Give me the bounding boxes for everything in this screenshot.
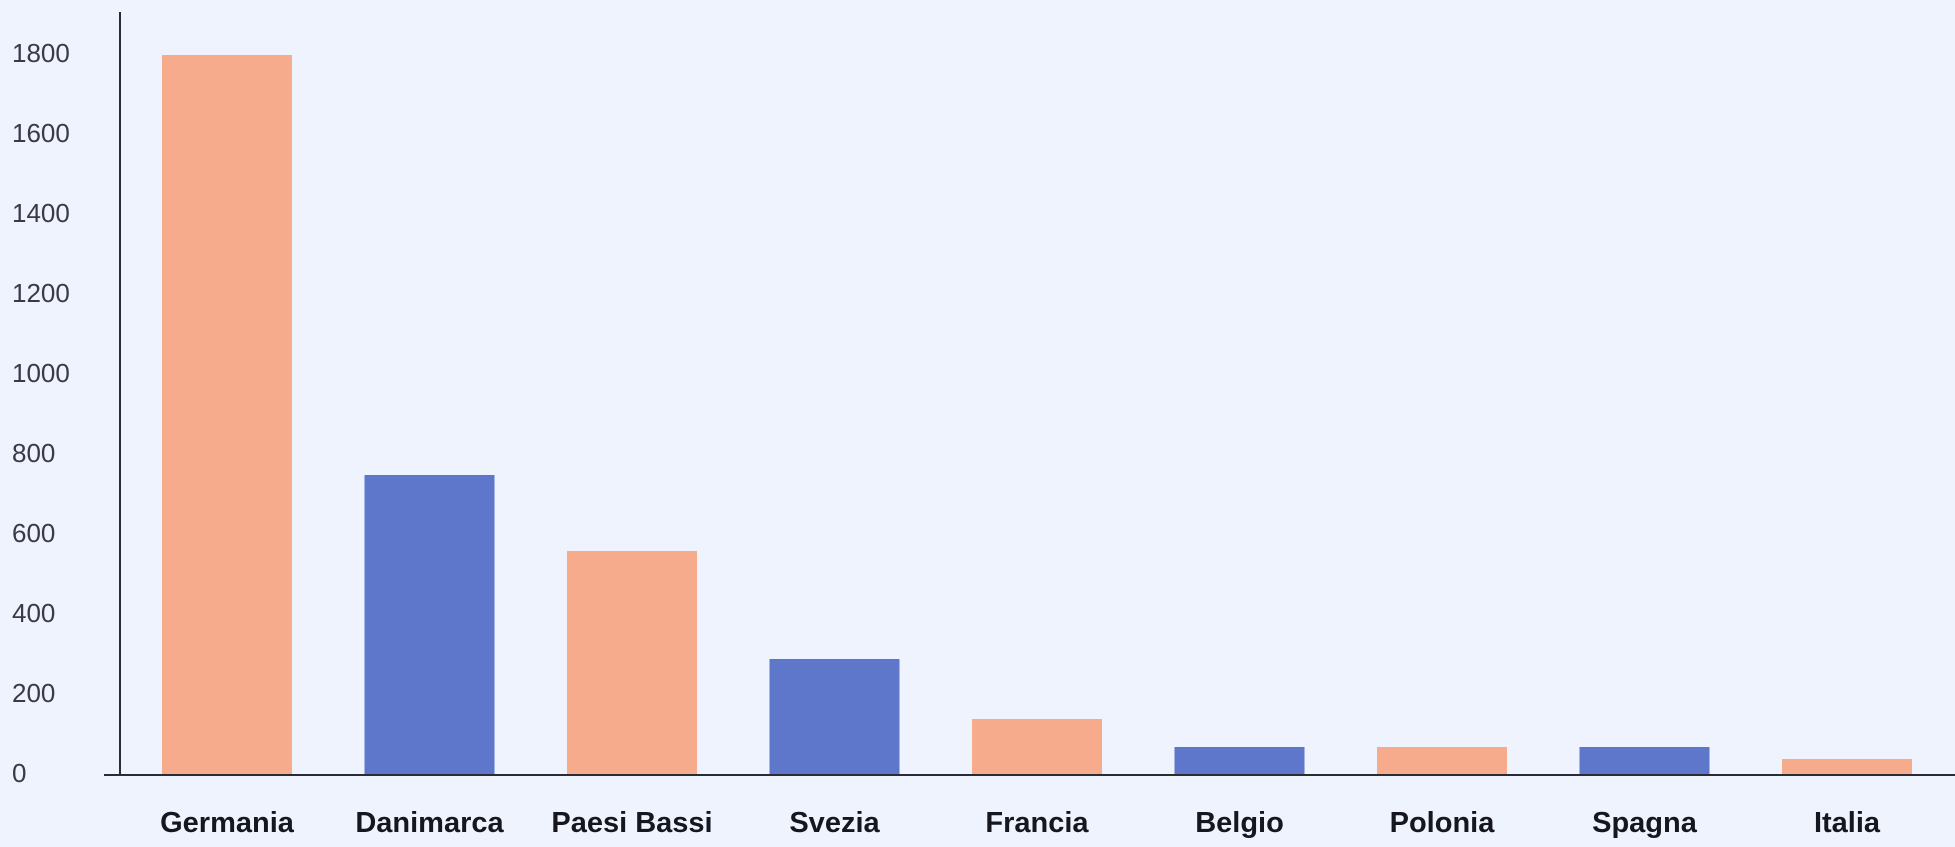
bars-layer <box>162 55 1912 775</box>
bar-belgio <box>1174 747 1305 775</box>
bar-paesi-bassi <box>567 551 697 775</box>
bar-italia <box>1782 759 1912 775</box>
bar-germania <box>162 55 292 775</box>
y-tick-label: 0 <box>12 758 26 788</box>
x-tick-label: Germania <box>160 807 295 839</box>
x-tick-label: Italia <box>1814 807 1881 839</box>
x-tick-label: Spagna <box>1592 807 1698 839</box>
y-tick-label: 1800 <box>12 38 70 68</box>
y-tick-label: 200 <box>12 678 55 708</box>
y-tick-label: 1000 <box>12 358 70 388</box>
y-tick-label: 1400 <box>12 198 70 228</box>
bar-spagna <box>1579 747 1710 775</box>
y-tick-label: 400 <box>12 598 55 628</box>
y-tick-label: 1600 <box>12 118 70 148</box>
y-tick-label: 800 <box>12 438 55 468</box>
x-axis-ticks: Germania Danimarca Paesi Bassi Svezia Franci… <box>160 807 1881 839</box>
y-tick-label: 600 <box>12 518 55 548</box>
bar-svezia <box>769 659 900 775</box>
bar-francia <box>972 719 1102 775</box>
y-tick-label: 1200 <box>12 278 70 308</box>
bar-polonia <box>1377 747 1507 775</box>
x-tick-label: Belgio <box>1195 807 1284 839</box>
y-axis-ticks: 0 200 400 600 800 1000 1200 1400 1600 1800 <box>12 38 70 788</box>
x-tick-label: Polonia <box>1390 807 1496 839</box>
bar-danimarca <box>364 475 495 775</box>
x-tick-label: Svezia <box>789 807 880 839</box>
x-tick-label: Francia <box>985 807 1089 839</box>
x-tick-label: Danimarca <box>355 807 504 839</box>
x-tick-label: Paesi Bassi <box>551 807 712 839</box>
